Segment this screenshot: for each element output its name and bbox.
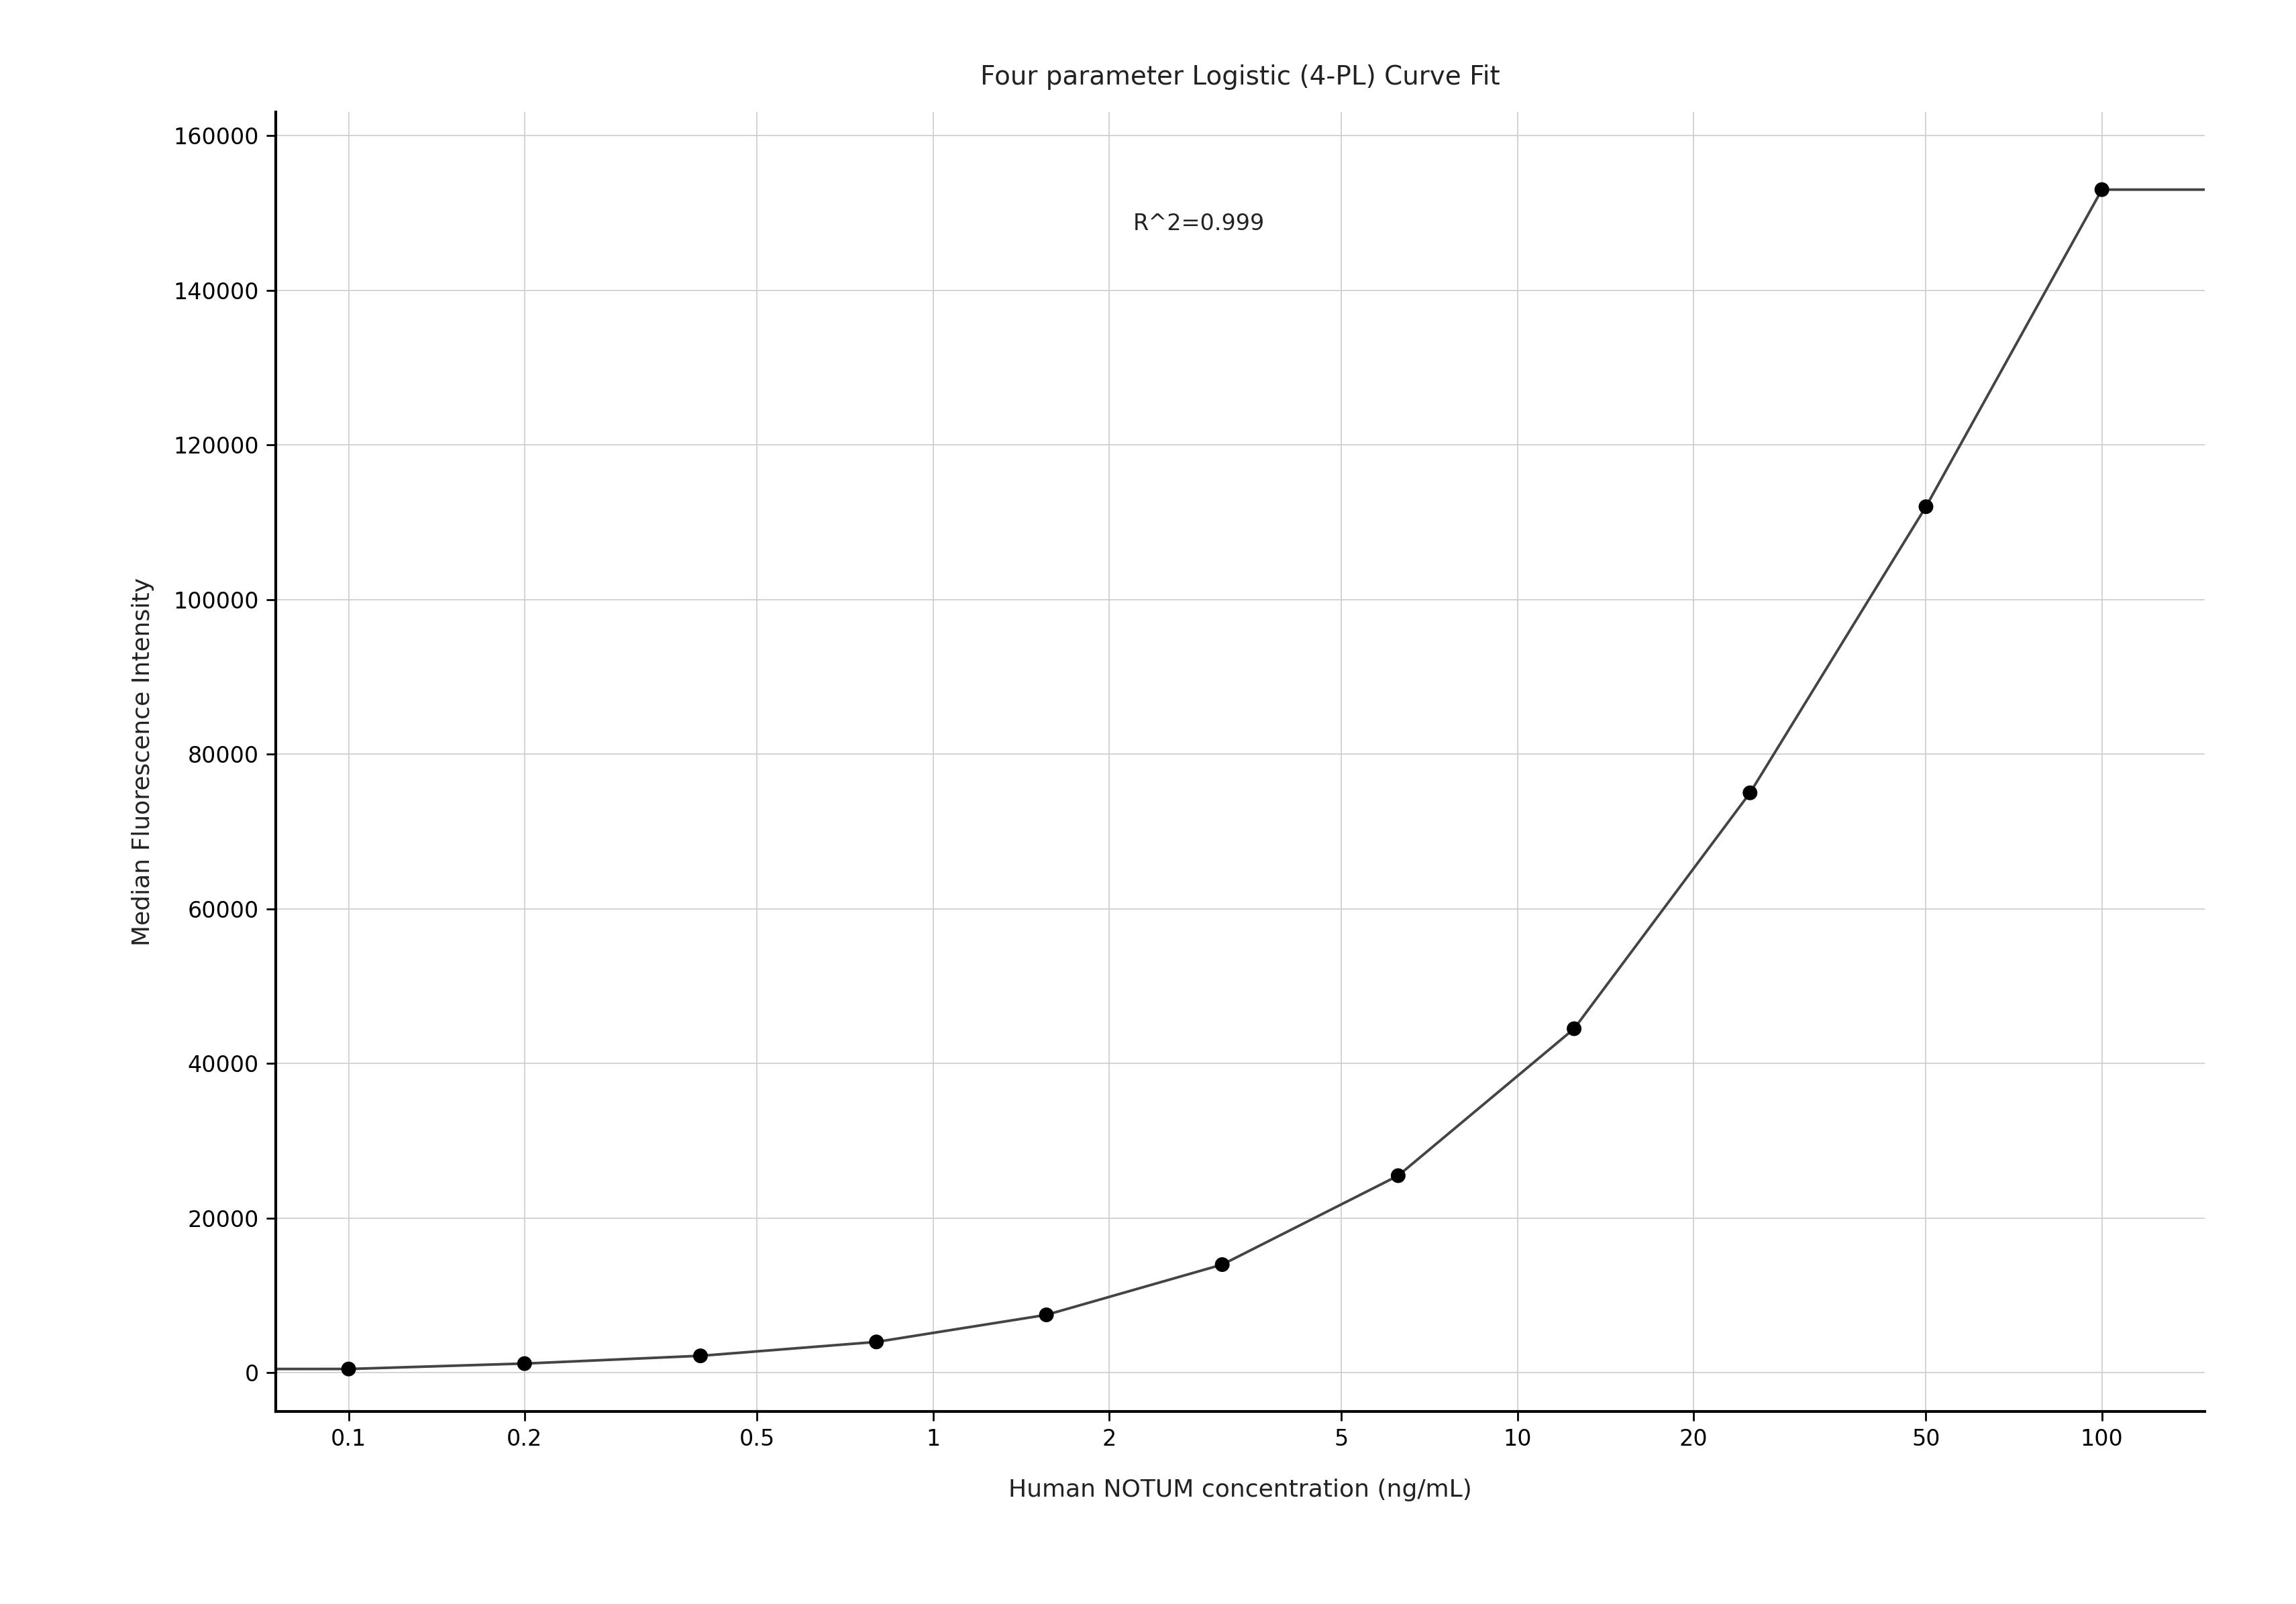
Point bbox=[1908, 494, 1945, 520]
Point bbox=[331, 1355, 367, 1381]
Text: R^2=0.999: R^2=0.999 bbox=[1132, 213, 1265, 234]
Point bbox=[859, 1330, 895, 1355]
Point bbox=[1029, 1302, 1065, 1328]
Point bbox=[1731, 780, 1768, 805]
Point bbox=[682, 1343, 719, 1368]
Point bbox=[1203, 1251, 1240, 1277]
Point bbox=[2082, 176, 2119, 202]
X-axis label: Human NOTUM concentration (ng/mL): Human NOTUM concentration (ng/mL) bbox=[1008, 1479, 1472, 1501]
Y-axis label: Median Fluorescence Intensity: Median Fluorescence Intensity bbox=[131, 577, 154, 946]
Point bbox=[505, 1351, 542, 1376]
Point bbox=[1554, 1015, 1591, 1041]
Point bbox=[1380, 1163, 1417, 1189]
Title: Four parameter Logistic (4-PL) Curve Fit: Four parameter Logistic (4-PL) Curve Fit bbox=[980, 64, 1499, 90]
